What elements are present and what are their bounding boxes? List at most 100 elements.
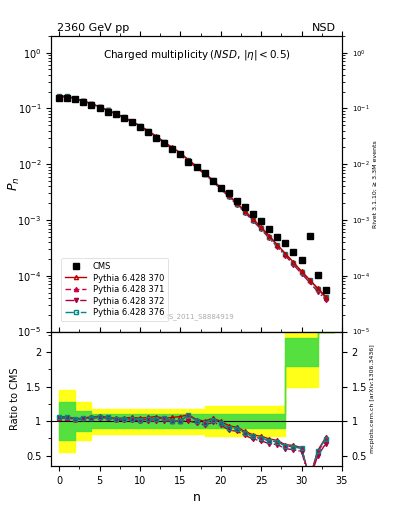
Pythia 6.428 370 (97, 104, 102, 110)
Text: Charged multiplicity$\,(NSD,\,|\eta| < 0.5)$: Charged multiplicity$\,(NSD,\,|\eta| < 0… (103, 48, 290, 61)
Pythia 6.428 372 (186, 159, 191, 165)
Pythia 6.428 371 (154, 134, 158, 140)
Y-axis label: $P_n$: $P_n$ (7, 177, 22, 191)
CMS (57, 95, 62, 101)
Pythia 6.428 371 (178, 151, 183, 157)
CMS (202, 170, 207, 176)
Pythia 6.428 376 (235, 201, 239, 207)
CMS (267, 225, 272, 231)
CMS (105, 109, 110, 115)
Pythia 6.428 376 (146, 128, 151, 134)
Line: Pythia 6.428 371: Pythia 6.428 371 (57, 95, 328, 300)
Pythia 6.428 370 (323, 294, 328, 300)
CMS (323, 287, 328, 293)
Pythia 6.428 371 (97, 104, 102, 110)
Pythia 6.428 376 (170, 145, 174, 152)
CMS (113, 111, 118, 117)
Pythia 6.428 370 (315, 285, 320, 291)
Pythia 6.428 371 (89, 101, 94, 107)
Pythia 6.428 370 (170, 144, 174, 151)
Pythia 6.428 370 (202, 170, 207, 176)
Pythia 6.428 376 (105, 107, 110, 113)
CMS (242, 204, 247, 210)
Pythia 6.428 376 (162, 139, 167, 145)
Pythia 6.428 370 (267, 233, 272, 239)
Pythia 6.428 370 (146, 127, 151, 134)
Pythia 6.428 376 (81, 98, 86, 104)
Pythia 6.428 376 (113, 111, 118, 117)
Pythia 6.428 370 (138, 122, 142, 129)
CMS (130, 119, 134, 125)
Pythia 6.428 371 (210, 178, 215, 184)
CMS (121, 115, 126, 121)
CMS (299, 257, 304, 263)
CMS (170, 145, 174, 152)
Pythia 6.428 371 (146, 128, 151, 134)
Y-axis label: Rivet 3.1.10; ≥ 3.3M events: Rivet 3.1.10; ≥ 3.3M events (372, 140, 377, 227)
Pythia 6.428 372 (275, 244, 280, 250)
Pythia 6.428 370 (194, 163, 199, 169)
Pythia 6.428 376 (259, 225, 263, 231)
Pythia 6.428 370 (65, 93, 70, 99)
Pythia 6.428 372 (57, 94, 62, 100)
Pythia 6.428 376 (210, 178, 215, 184)
Pythia 6.428 376 (219, 185, 223, 191)
Pythia 6.428 371 (81, 98, 86, 104)
Pythia 6.428 376 (291, 260, 296, 266)
Line: Pythia 6.428 370: Pythia 6.428 370 (57, 94, 328, 299)
Y-axis label: mcplots.cern.ch [arXiv:1306.3436]: mcplots.cern.ch [arXiv:1306.3436] (370, 345, 375, 453)
Pythia 6.428 370 (251, 216, 255, 222)
Pythia 6.428 371 (275, 242, 280, 248)
Pythia 6.428 372 (138, 123, 142, 130)
CMS (65, 95, 70, 101)
Pythia 6.428 371 (267, 233, 272, 240)
Pythia 6.428 370 (81, 98, 86, 104)
Pythia 6.428 372 (291, 262, 296, 268)
Pythia 6.428 376 (178, 151, 183, 157)
Pythia 6.428 371 (170, 145, 174, 152)
Pythia 6.428 372 (170, 145, 174, 152)
CMS (283, 240, 288, 246)
Pythia 6.428 370 (57, 93, 62, 99)
Pythia 6.428 371 (130, 119, 134, 125)
Y-axis label: Ratio to CMS: Ratio to CMS (11, 368, 20, 430)
CMS (251, 210, 255, 217)
Pythia 6.428 371 (283, 251, 288, 258)
Pythia 6.428 370 (186, 157, 191, 163)
Pythia 6.428 376 (186, 157, 191, 163)
Pythia 6.428 376 (194, 164, 199, 170)
Pythia 6.428 370 (178, 150, 183, 156)
Pythia 6.428 376 (97, 104, 102, 110)
Pythia 6.428 371 (323, 295, 328, 301)
Pythia 6.428 371 (138, 123, 142, 129)
Pythia 6.428 376 (154, 134, 158, 140)
Pythia 6.428 370 (121, 114, 126, 120)
Pythia 6.428 376 (251, 217, 255, 223)
Pythia 6.428 371 (291, 260, 296, 266)
Pythia 6.428 376 (89, 101, 94, 107)
CMS (146, 129, 151, 135)
Pythia 6.428 376 (283, 251, 288, 257)
CMS (219, 184, 223, 190)
Pythia 6.428 372 (219, 186, 223, 192)
Text: CMS_2011_S8884919: CMS_2011_S8884919 (159, 313, 234, 319)
Pythia 6.428 371 (315, 286, 320, 292)
Pythia 6.428 371 (121, 114, 126, 120)
CMS (89, 102, 94, 108)
Pythia 6.428 372 (89, 101, 94, 107)
CMS (275, 233, 280, 240)
Pythia 6.428 371 (251, 217, 255, 223)
CMS (226, 190, 231, 197)
Pythia 6.428 372 (210, 178, 215, 184)
Line: CMS: CMS (56, 95, 329, 293)
Pythia 6.428 372 (226, 194, 231, 200)
Pythia 6.428 370 (242, 208, 247, 214)
Pythia 6.428 372 (299, 270, 304, 276)
Pythia 6.428 370 (299, 268, 304, 274)
Pythia 6.428 371 (235, 201, 239, 207)
Pythia 6.428 372 (259, 226, 263, 232)
CMS (154, 135, 158, 141)
Pythia 6.428 376 (299, 269, 304, 275)
Pythia 6.428 372 (283, 253, 288, 259)
Pythia 6.428 370 (105, 107, 110, 113)
